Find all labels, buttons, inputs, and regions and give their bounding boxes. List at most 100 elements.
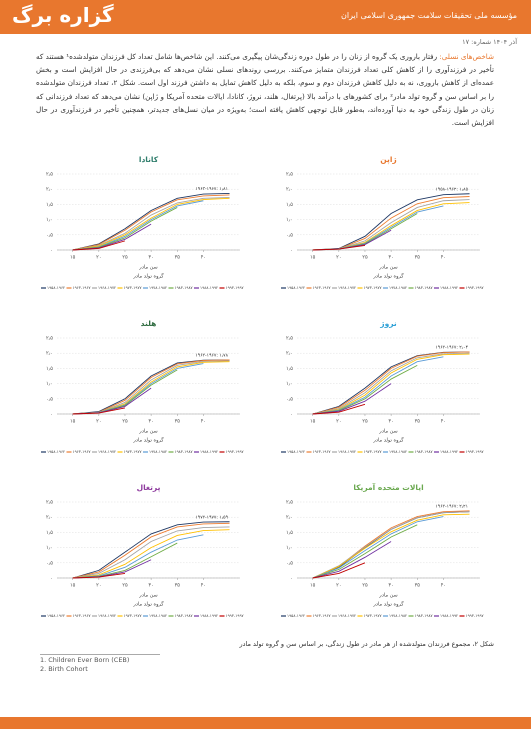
- chart: نروژ ۰ ۰٫۵ ۱٫۰ ۱٫۵ ۲٫۰ ۲٫۵ ۱۵ ۲۰ ۲۵ ۳۰ ۳۵ ۴۰ سن مادر گ…: [281, 319, 484, 454]
- x-axis-label: سن مادر: [138, 593, 157, 599]
- x-tick-label: ۲۰: [336, 583, 341, 589]
- y-tick-label: ۲٫۵: [286, 336, 293, 342]
- x-tick-label: ۱۵: [70, 583, 76, 589]
- series-line: [72, 200, 204, 251]
- x-tick-label: ۳۵: [175, 419, 181, 425]
- y-tick-label: ۱٫۵: [286, 202, 293, 208]
- y-tick-label: ۲٫۰: [286, 351, 293, 357]
- legend-label: ۱۹۶۸-۱۹۷۲: [338, 613, 356, 618]
- footnotes: 1. Children Ever Born (CEB) 2. Birth Coh…: [40, 656, 129, 674]
- x-tick-label: ۲۵: [122, 583, 128, 589]
- series-line: [72, 369, 178, 415]
- legend-label: ۱۹۸۳-۱۹۸۷: [415, 449, 433, 454]
- annotation: ۱۹۶۳-۱۹۶۷: ۲٫۲۱: [435, 503, 468, 509]
- series-line: [72, 534, 204, 579]
- legend-label: ۱۹۸۸-۱۹۹۲: [440, 449, 458, 454]
- series-line: [312, 199, 470, 251]
- y-tick-label: ۰٫۵: [46, 560, 53, 566]
- y-tick-label: ۲٫۵: [46, 172, 53, 178]
- annotation: ۱۹۷۳-۱۹۷۷: ۱٫۵۹: [195, 514, 228, 520]
- series-line: [312, 351, 470, 415]
- chart: ایالات متحده آمریکا ۰ ۰٫۵ ۱٫۰ ۱٫۵ ۲٫۰ ۲٫۵ ۱۵ ۲۰ ۲…: [281, 482, 484, 618]
- legend-label: ۱۹۵۸-۱۹۶۲: [287, 449, 305, 454]
- y-tick-label: ۱٫۰: [286, 217, 293, 223]
- x-tick-label: ۳۰: [148, 255, 153, 261]
- y-tick-label: ۲٫۵: [46, 336, 53, 342]
- legend-label: ۱۹۵۸-۱۹۶۲: [47, 449, 65, 454]
- issue: آذر ۱۴۰۴ شماره: ۱۷: [462, 38, 517, 46]
- legend-label: ۱۹۶۳-۱۹۶۷: [313, 449, 331, 454]
- legend-label: ۱۹۹۳-۱۹۹۷: [226, 285, 244, 290]
- legend-label: ۱۹۹۳-۱۹۹۷: [466, 449, 484, 454]
- series-line: [312, 356, 444, 415]
- legend-label: ۱۹۵۸-۱۹۶۲: [287, 285, 305, 290]
- legend-label: ۱۹۹۳-۱۹۹۷: [466, 613, 484, 618]
- series-line: [312, 511, 470, 579]
- legend-label: ۱۹۸۸-۱۹۹۲: [440, 613, 458, 618]
- y-tick-label: ۰: [50, 248, 53, 254]
- y-tick-label: ۲٫۰: [46, 515, 53, 521]
- x-tick-label: ۱۵: [310, 255, 316, 261]
- x-tick-label: ۳۰: [388, 419, 393, 425]
- series-line: [72, 522, 230, 579]
- legend-label: ۱۹۶۳-۱۹۶۷: [73, 449, 91, 454]
- footnote-rule: [40, 654, 160, 655]
- legend-label: ۱۹۸۳-۱۹۸۷: [415, 613, 433, 618]
- x-tick-label: ۱۵: [70, 419, 76, 425]
- x-tick-label: ۴۰: [441, 419, 446, 425]
- legend-label: ۱۹۷۸-۱۹۸۲: [389, 285, 407, 290]
- x-tick-label: ۲۵: [362, 583, 368, 589]
- x-tick-label: ۴۰: [441, 583, 446, 589]
- institute: مؤسسه ملی تحقیقات سلامت جمهوری اسلامی ای…: [340, 11, 517, 20]
- caption: شکل ۲، مجموع فرزندان متولدشده از هر مادر…: [239, 640, 494, 648]
- x-tick-label: ۴۰: [441, 255, 446, 261]
- x-tick-label: ۲۵: [122, 255, 128, 261]
- legend-label: ۱۹۷۳-۱۹۷۷: [364, 613, 382, 618]
- legend-label: ۱۹۷۳-۱۹۷۷: [124, 285, 142, 290]
- chart-title: ژاپن: [380, 155, 396, 164]
- x-tick-label: ۲۵: [122, 419, 128, 425]
- x-axis-label: سن مادر: [378, 265, 397, 271]
- y-tick-label: ۰: [50, 412, 53, 418]
- header-bar: گزاره برگ مؤسسه ملی تحقیقات سلامت جمهوری…: [0, 0, 531, 34]
- series-line: [72, 240, 126, 251]
- series-line: [72, 526, 230, 579]
- y-tick-label: ۱٫۰: [46, 381, 53, 387]
- legend-label: ۱۹۸۳-۱۹۸۷: [175, 449, 193, 454]
- x-tick-label: ۲۰: [96, 419, 101, 425]
- x-tick-label: ۱۵: [310, 419, 316, 425]
- series-line: [312, 193, 470, 251]
- legend-label: ۱۹۷۸-۱۹۸۲: [149, 449, 167, 454]
- x-axis-label: سن مادر: [378, 429, 397, 435]
- legend-label: ۱۹۶۳-۱۹۶۷: [313, 285, 331, 290]
- series-line: [312, 383, 392, 415]
- legend-label: ۱۹۸۸-۱۹۹۲: [200, 613, 218, 618]
- series-line: [72, 361, 230, 415]
- footer-bar: [0, 717, 531, 729]
- series-line: [312, 364, 418, 415]
- footnote: 2. Birth Cohort: [40, 665, 88, 673]
- x-tick-label: ۳۰: [148, 583, 153, 589]
- legend-label: ۱۹۸۳-۱۹۸۷: [415, 285, 433, 290]
- x-tick-label: ۳۵: [175, 255, 181, 261]
- legend-label: ۱۹۵۸-۱۹۶۲: [47, 613, 65, 618]
- series-line: [312, 403, 366, 415]
- series-line: [72, 521, 230, 579]
- chart-title: نروژ: [379, 319, 397, 328]
- series-line: [72, 194, 230, 251]
- legend-label: ۱۹۸۸-۱۹۹۲: [440, 285, 458, 290]
- x-tick-label: ۲۰: [336, 255, 341, 261]
- legend-label: ۱۹۷۳-۱۹۷۷: [124, 613, 142, 618]
- y-tick-label: ۲٫۰: [46, 187, 53, 193]
- legend-title: گروه تولد مادر: [132, 437, 164, 444]
- legend-label: ۱۹۷۸-۱۹۸۲: [389, 449, 407, 454]
- y-tick-label: ۱٫۰: [46, 545, 53, 551]
- legend-label: ۱۹۶۸-۱۹۷۲: [98, 613, 116, 618]
- legend-label: ۱۹۹۳-۱۹۹۷: [226, 449, 244, 454]
- y-tick-label: ۰٫۵: [286, 232, 293, 238]
- series-line: [312, 351, 470, 415]
- annotation: ۱۹۵۸-۱۹۶۲: ۱٫۸۵: [435, 187, 468, 192]
- x-tick-label: ۳۰: [148, 419, 153, 425]
- footnote: 1. Children Ever Born (CEB): [40, 656, 130, 664]
